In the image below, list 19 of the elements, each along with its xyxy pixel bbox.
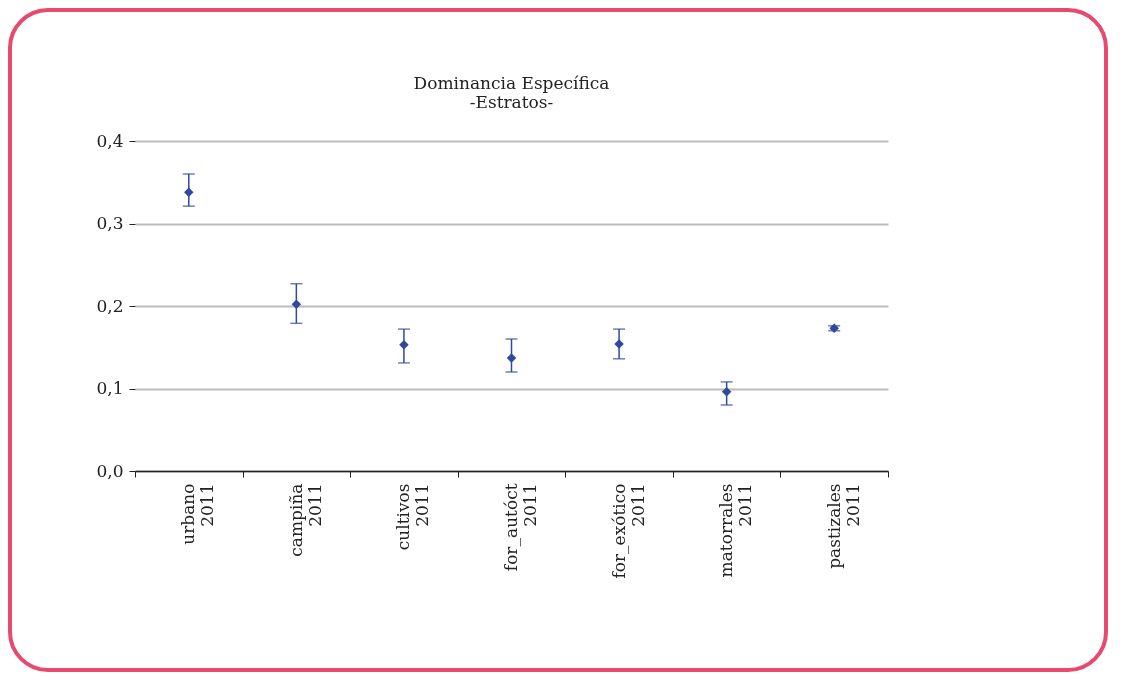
chart-title: Dominancia Específica [413,73,610,93]
x-tick-label: for_exótico 2011 [608,483,648,579]
point [291,299,302,310]
y-tick-label: 0,2 [96,295,124,316]
point [721,387,732,397]
point [506,353,517,363]
x-tick-label: matorrales 2011 [716,483,756,578]
y-tick-label: 0,0 [96,460,124,481]
y-tick-label: 0,4 [96,130,124,151]
x-tick-label: pastizales 2011 [823,483,863,569]
x-tick-label: campiña 2011 [285,483,325,557]
point [399,340,409,350]
y-tick-label: 0,3 [96,213,124,233]
x-tick-label: urbano 2011 [178,483,218,545]
x-tick-label: for_autóct 2011 [501,483,540,572]
y-tick-label: 0,1 [96,378,124,398]
point [184,187,194,197]
x-tick-label: cultivos 2011 [393,483,433,551]
chart-subtitle: -Estratos- [469,92,554,112]
